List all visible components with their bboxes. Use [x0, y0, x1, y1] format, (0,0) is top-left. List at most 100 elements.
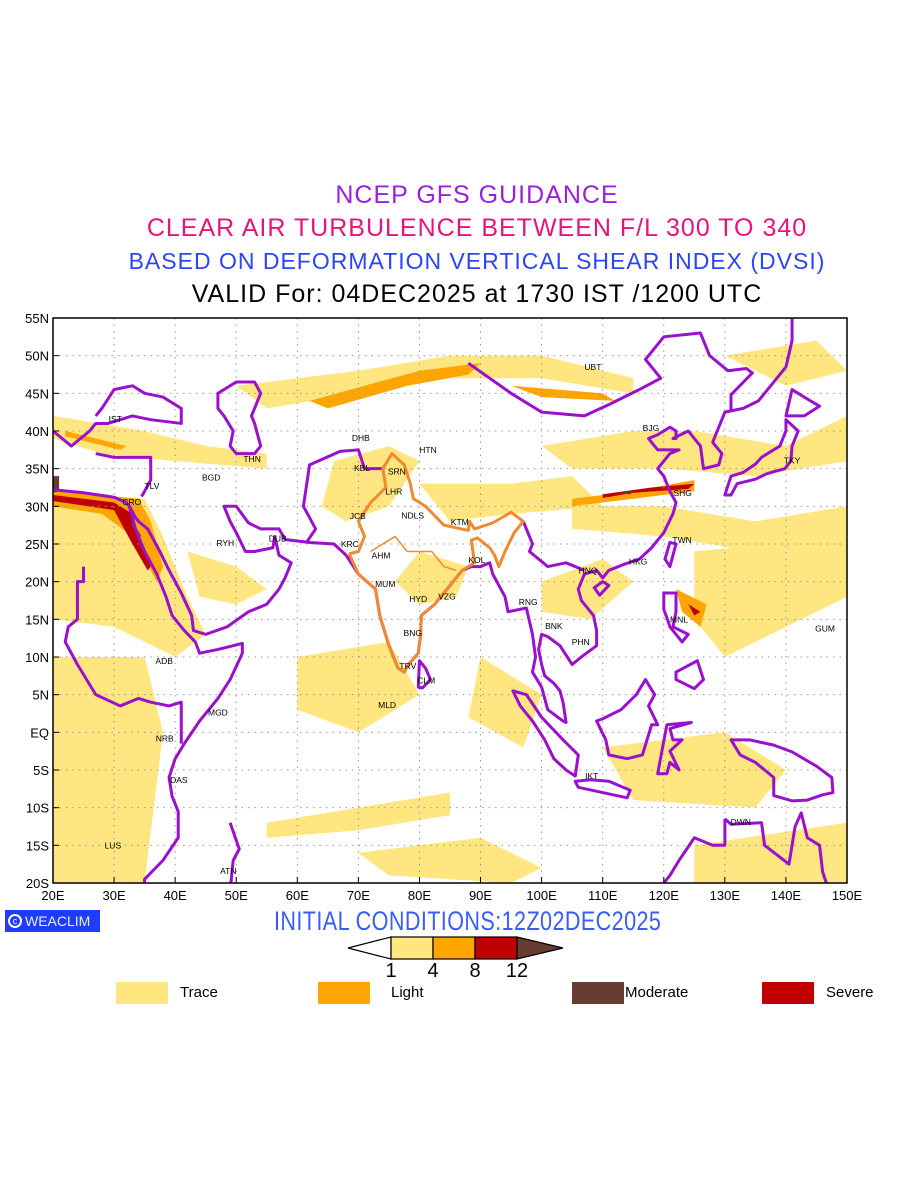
title-product: NCEP GFS GUIDANCE	[335, 181, 619, 209]
city-label-srn: SRN	[388, 467, 406, 477]
legend-label-severe: Severe	[826, 984, 874, 1001]
city-label-dhb: DHB	[352, 433, 370, 443]
lon-tick-label: 130E	[710, 888, 741, 900]
colorbar	[347, 936, 564, 960]
lat-tick-label: 50N	[25, 349, 49, 364]
city-label-vzg: VZG	[438, 592, 455, 602]
title-index: BASED ON DEFORMATION VERTICAL SHEAR INDE…	[128, 248, 826, 274]
copyright-icon: c	[8, 914, 22, 928]
lon-tick-label: 30E	[103, 888, 126, 900]
colorbar-level: 4	[427, 960, 439, 982]
city-label-mnl: MNL	[670, 614, 688, 624]
colorbar-below-1	[347, 936, 392, 960]
grid-lines	[53, 318, 847, 883]
city-label-hyd: HYD	[409, 594, 427, 604]
city-label-kbl: KBL	[354, 463, 370, 473]
city-label-lus: LUS	[105, 840, 122, 850]
map-frame	[52, 317, 848, 884]
title-turbulence: CLEAR AIR TURBULENCE BETWEEN F/L 300 TO …	[146, 214, 808, 242]
lat-tick-label: 45N	[25, 386, 49, 401]
city-label-ryh: RYH	[216, 538, 234, 548]
city-label-dwn: DWN	[731, 817, 751, 827]
lat-tick-label: 20N	[25, 575, 49, 590]
city-label-shg: SHG	[673, 488, 691, 498]
lon-tick-label: 70E	[347, 888, 370, 900]
colorbar-light	[432, 936, 476, 960]
city-label-ahm: AHM	[372, 550, 391, 560]
lat-tick-label: 10S	[26, 801, 49, 816]
city-label-ktm: KTM	[451, 517, 469, 527]
lon-tick-label: 140E	[771, 888, 802, 900]
severe-areas	[53, 483, 701, 616]
legend-swatch-light	[318, 982, 370, 1004]
lat-tick-label: 30N	[25, 499, 49, 514]
lat-tick-label: 40N	[25, 424, 49, 439]
lon-tick-label: 110E	[588, 888, 618, 900]
title-valid-time: VALID For: 04DEC2025 at 1730 IST /1200 U…	[191, 280, 763, 308]
logo-text: WEACLIM	[25, 913, 91, 929]
colorbar-moderate	[516, 936, 564, 960]
city-label-ikt: IKT	[585, 771, 598, 781]
colorbar-severe	[474, 936, 518, 960]
city-label-thn: THN	[243, 454, 260, 464]
lat-tick-label: 15S	[26, 838, 49, 853]
legend-swatch-moderate	[572, 982, 624, 1004]
india-boundary	[349, 454, 523, 672]
colorbar-level: 1	[385, 960, 397, 982]
lon-tick-label: 60E	[286, 888, 309, 900]
city-label-nrb: NRB	[156, 733, 174, 743]
lon-tick-label: 90E	[469, 888, 492, 900]
lon-tick-label: 80E	[408, 888, 431, 900]
city-label-atn: ATN	[220, 866, 236, 876]
city-label-ndls: NDLS	[401, 510, 424, 520]
weaclim-logo: c WEACLIM	[5, 910, 100, 932]
city-label-rng: RNG	[519, 597, 538, 607]
city-label-cro: CRO	[122, 497, 141, 507]
colorbar-level: 8	[469, 960, 481, 982]
axis-ticks: 20E 30E 40E 50E 60E 70E 80E 90E 100E 110E 120E 130E…	[25, 311, 862, 900]
turbulence-shading	[53, 340, 847, 883]
city-label-bng: BNG	[404, 628, 422, 638]
lon-tick-label: 40E	[164, 888, 187, 900]
colorbar-trace	[390, 936, 434, 960]
lat-tick-label: 15N	[25, 612, 49, 627]
city-label-mld: MLD	[378, 700, 396, 710]
city-label-bnk: BNK	[545, 621, 563, 631]
city-label-htn: HTN	[419, 445, 436, 455]
city-label-dub: DUB	[269, 534, 287, 544]
legend-label-light: Light	[391, 984, 424, 1001]
lat-tick-label: 25N	[25, 537, 49, 552]
city-label-twn: TWN	[672, 535, 691, 545]
legend-label-moderate: Moderate	[625, 984, 689, 1001]
turbulence-map: 20E 30E 40E 50E 60E 70E 80E 90E 100E 110E 120E 130E…	[25, 311, 862, 900]
initial-conditions-label: INITIAL CONDITIONS:12Z02DEC2025	[274, 906, 662, 936]
legend-swatch-trace	[116, 982, 168, 1004]
lon-tick-label: 100E	[526, 888, 557, 900]
city-label-mgd: MGD	[208, 708, 228, 718]
lat-tick-label: 5S	[33, 763, 49, 778]
colorbar-level: 12	[505, 960, 529, 982]
lon-tick-label: 120E	[649, 888, 680, 900]
city-label-jcb: JCB	[350, 511, 366, 521]
lon-tick-label: 20E	[41, 888, 64, 900]
city-label-ist: IST	[109, 414, 122, 424]
city-label-hnq: HNQ	[579, 565, 598, 575]
city-label-kol: KOL	[468, 555, 485, 565]
lat-tick-label: 10N	[25, 650, 49, 665]
city-label-lhr: LHR	[385, 486, 402, 496]
legend-swatch-severe	[762, 982, 814, 1004]
trace-areas	[53, 340, 847, 883]
city-label-phn: PHN	[572, 637, 590, 647]
city-label-krc: KRC	[341, 539, 359, 549]
city-label-mum: MUM	[375, 579, 395, 589]
lon-tick-label: 150E	[832, 888, 863, 900]
lat-tick-label: EQ	[30, 725, 49, 740]
city-label-hkg: HKG	[629, 556, 647, 566]
city-label-ubt: UBT	[584, 362, 601, 372]
city-label-adb: ADB	[155, 656, 173, 666]
legend-label-trace: Trace	[180, 984, 218, 1001]
city-label-bjg: BJG	[643, 423, 660, 433]
city-label-tlv: TLV	[144, 481, 159, 491]
city-label-trv: TRV	[399, 661, 416, 671]
